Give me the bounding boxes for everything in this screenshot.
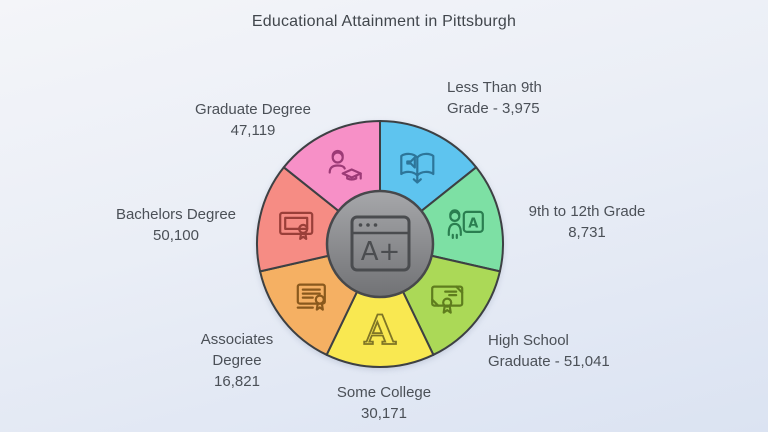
browser-window-icon (350, 215, 411, 272)
slice-label-9th-to-12th-grade: 9th to 12th Grade 8,731 (528, 203, 646, 241)
slice-label-bachelors-degree: Bachelors Degree 50,100 (115, 206, 237, 244)
slice-label-some-college: Some College 30,171 (336, 384, 432, 422)
center-badge: A+ (325, 189, 435, 299)
slice-label-less-than-9th-grade: Less Than 9th Grade - 3,975 (447, 79, 542, 117)
slice-label-associates-degree: Associates Degree 16,821 (200, 331, 274, 390)
pie-slice-some-college (325, 243, 435, 369)
center-badge-text: A+ (361, 237, 401, 267)
page-title: Educational Attainment in Pittsburgh (251, 13, 517, 30)
slice-label-graduate-degree: Graduate Degree 47,119 (195, 101, 311, 139)
slice-label-high-school-graduate: High School Graduate - 51,041 (488, 332, 610, 370)
serif-letter-a-icon (362, 306, 398, 354)
